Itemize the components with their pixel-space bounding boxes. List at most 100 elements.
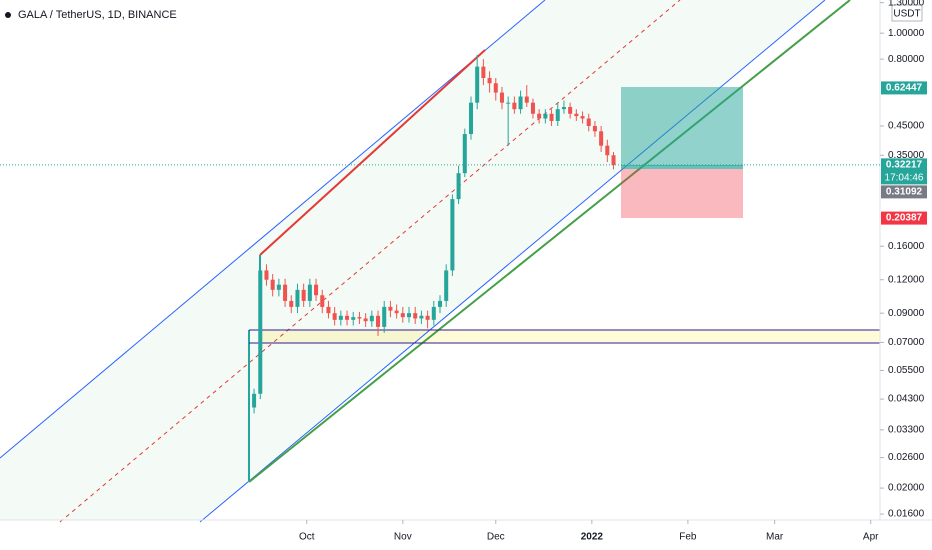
candle-body	[599, 131, 604, 146]
candle-body	[425, 315, 430, 320]
y-tick-label: 0.01600	[888, 509, 925, 520]
y-tick-label: 0.35000	[888, 150, 925, 161]
candle-body	[295, 289, 300, 307]
candle-body	[549, 113, 554, 121]
y-tick-label: 0.05500	[888, 365, 925, 376]
candle-body	[506, 102, 511, 104]
price-label-box	[881, 211, 927, 225]
target-zone	[621, 87, 743, 166]
candle-body	[326, 306, 331, 314]
price-countdown: 17:04:46	[885, 173, 924, 184]
candle-body	[307, 284, 312, 301]
candle-body	[468, 102, 473, 135]
currency-label: USDT	[893, 9, 920, 20]
candle-body	[543, 113, 548, 119]
candle-body	[537, 113, 542, 119]
candle-body	[530, 102, 535, 114]
drawings	[0, 0, 880, 523]
entry-line	[621, 165, 743, 169]
y-tick-label: 0.02000	[888, 483, 925, 494]
candle-body	[493, 83, 498, 93]
y-tick-label: 0.80000	[888, 54, 925, 65]
candle-body	[283, 284, 288, 301]
y-tick-label: 0.16000	[888, 241, 925, 252]
zone-fill	[260, 330, 880, 343]
candle-body	[592, 126, 597, 132]
y-tick-label: 0.07000	[888, 337, 925, 348]
x-tick-label: Nov	[394, 532, 412, 543]
price-label: 0.31092	[886, 187, 923, 198]
candle-body	[400, 313, 405, 318]
candle-body	[450, 199, 455, 271]
candle-body	[301, 289, 306, 301]
y-tick-label: 0.02600	[888, 452, 925, 463]
candle-body	[561, 106, 566, 110]
chart-title: GALA / TetherUS, 1D, BINANCE	[18, 9, 177, 21]
candle-body	[258, 270, 263, 394]
candle-body	[376, 315, 381, 327]
candle-body	[499, 92, 504, 103]
currency-box	[891, 4, 923, 22]
x-tick-label: Mar	[766, 532, 784, 543]
candle-body	[369, 315, 374, 322]
candle-body	[611, 155, 616, 165]
y-tick-label: 0.09000	[888, 308, 925, 319]
y-tick-label: 0.12000	[888, 274, 925, 285]
price-label: 0.62447	[886, 83, 923, 94]
candle-body	[345, 315, 350, 320]
candle-body	[320, 295, 325, 307]
candle-body	[264, 270, 269, 280]
candle-body	[314, 284, 319, 296]
candle-body	[332, 313, 337, 320]
price-label-box	[881, 81, 927, 95]
x-tick-label: Apr	[863, 532, 879, 543]
candle-body	[407, 313, 412, 318]
x-tick-label: Oct	[299, 532, 315, 543]
candle-body	[363, 318, 368, 322]
candle-body	[586, 118, 591, 127]
stop-zone	[621, 169, 743, 218]
candle-body	[413, 313, 418, 319]
candle-body	[568, 106, 573, 114]
candle-body	[605, 145, 610, 156]
candle-body	[338, 315, 343, 320]
candle-body	[351, 317, 356, 320]
price-label: 0.32217	[886, 160, 923, 171]
x-tick-label: Dec	[487, 532, 505, 543]
trend-bottom	[248, 0, 851, 483]
price-label-box	[881, 185, 927, 199]
candle-body	[357, 317, 362, 319]
candle-body	[475, 66, 480, 103]
candle-body	[419, 315, 424, 319]
candle-body	[574, 113, 579, 117]
y-tick-label: 0.45000	[888, 121, 925, 132]
x-tick-label: Feb	[679, 532, 697, 543]
candle-body	[462, 134, 467, 174]
y-tick-label: 0.03300	[888, 424, 925, 435]
candle-body	[444, 270, 449, 301]
channel-fill	[0, 0, 825, 520]
candle-body	[580, 116, 585, 119]
candle-body	[518, 96, 523, 110]
y-tick-label: 1.00000	[888, 28, 925, 39]
candle-body	[431, 306, 436, 320]
candle-body	[555, 109, 560, 121]
price-label: 0.20387	[886, 213, 923, 224]
candle-body	[512, 102, 517, 110]
x-tick-label: 2022	[581, 532, 604, 543]
candle-body	[289, 300, 294, 307]
candle-body	[394, 310, 399, 314]
price-label-box	[881, 158, 927, 185]
candle-body	[481, 66, 486, 79]
channel-top	[0, 0, 546, 459]
y-tick-label: 0.04300	[888, 394, 925, 405]
candle-body	[276, 284, 281, 290]
candle-body	[487, 78, 492, 84]
candles	[252, 54, 616, 414]
status-dot	[5, 12, 11, 18]
candle-body	[382, 306, 387, 327]
candle-body	[524, 96, 529, 103]
trend-top	[259, 49, 486, 256]
